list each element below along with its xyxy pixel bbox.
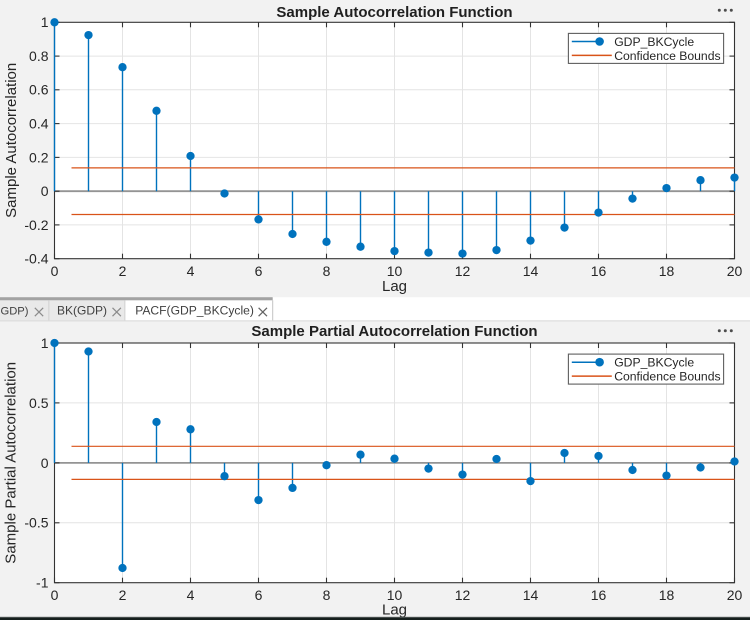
svg-text:10: 10 — [387, 587, 403, 603]
svg-text:18: 18 — [659, 263, 675, 279]
svg-text:16: 16 — [591, 587, 607, 603]
svg-text:4: 4 — [187, 263, 195, 279]
svg-text:0.4: 0.4 — [29, 116, 49, 132]
svg-text:BK(GDP): BK(GDP) — [57, 304, 107, 318]
svg-text:20: 20 — [727, 587, 743, 603]
svg-text:1: 1 — [41, 335, 49, 351]
svg-text:4: 4 — [187, 587, 195, 603]
svg-text:8: 8 — [323, 263, 331, 279]
svg-text:8: 8 — [323, 587, 331, 603]
svg-text:PACF(GDP_BKCycle): PACF(GDP_BKCycle) — [135, 304, 254, 318]
svg-text:0.8: 0.8 — [29, 48, 49, 64]
svg-text:-0.2: -0.2 — [24, 217, 48, 233]
svg-text:0: 0 — [51, 263, 59, 279]
svg-text:20: 20 — [727, 263, 743, 279]
svg-text:Sample Partial Autocorrelation: Sample Partial Autocorrelation — [3, 362, 20, 564]
svg-text:GDP_BKCycle: GDP_BKCycle — [614, 356, 694, 370]
svg-text:14: 14 — [523, 587, 539, 603]
svg-text:0.2: 0.2 — [29, 149, 49, 165]
svg-text:GDP_BKCycle: GDP_BKCycle — [614, 35, 694, 49]
svg-text:-0.4: -0.4 — [24, 251, 48, 267]
svg-text:0: 0 — [41, 183, 49, 199]
svg-text:2: 2 — [119, 587, 127, 603]
svg-text:12: 12 — [455, 263, 471, 279]
svg-text:0.5: 0.5 — [29, 395, 49, 411]
svg-text:Confidence Bounds: Confidence Bounds — [614, 49, 720, 63]
svg-text:Sample Partial Autocorrelation: Sample Partial Autocorrelation Function — [251, 323, 537, 340]
svg-text:-0.5: -0.5 — [24, 515, 48, 531]
svg-text:2: 2 — [119, 263, 127, 279]
svg-text:1: 1 — [41, 14, 49, 30]
svg-text:Sample Autocorrelation Functio: Sample Autocorrelation Function — [276, 4, 512, 21]
svg-text:14: 14 — [523, 263, 539, 279]
svg-text:Confidence Bounds: Confidence Bounds — [614, 370, 720, 384]
svg-text:10: 10 — [387, 263, 403, 279]
svg-text:Lag: Lag — [382, 278, 407, 295]
svg-text:Lag: Lag — [382, 602, 407, 619]
svg-text:0: 0 — [41, 455, 49, 471]
svg-text:-1: -1 — [36, 575, 49, 591]
svg-text:16: 16 — [591, 263, 607, 279]
svg-text:18: 18 — [659, 587, 675, 603]
svg-text:GDP): GDP) — [1, 306, 29, 318]
svg-text:0: 0 — [51, 587, 59, 603]
svg-text:Sample Autocorrelation: Sample Autocorrelation — [3, 63, 20, 218]
svg-text:6: 6 — [255, 587, 263, 603]
svg-text:12: 12 — [455, 587, 471, 603]
svg-text:0.6: 0.6 — [29, 82, 49, 98]
svg-text:6: 6 — [255, 263, 263, 279]
